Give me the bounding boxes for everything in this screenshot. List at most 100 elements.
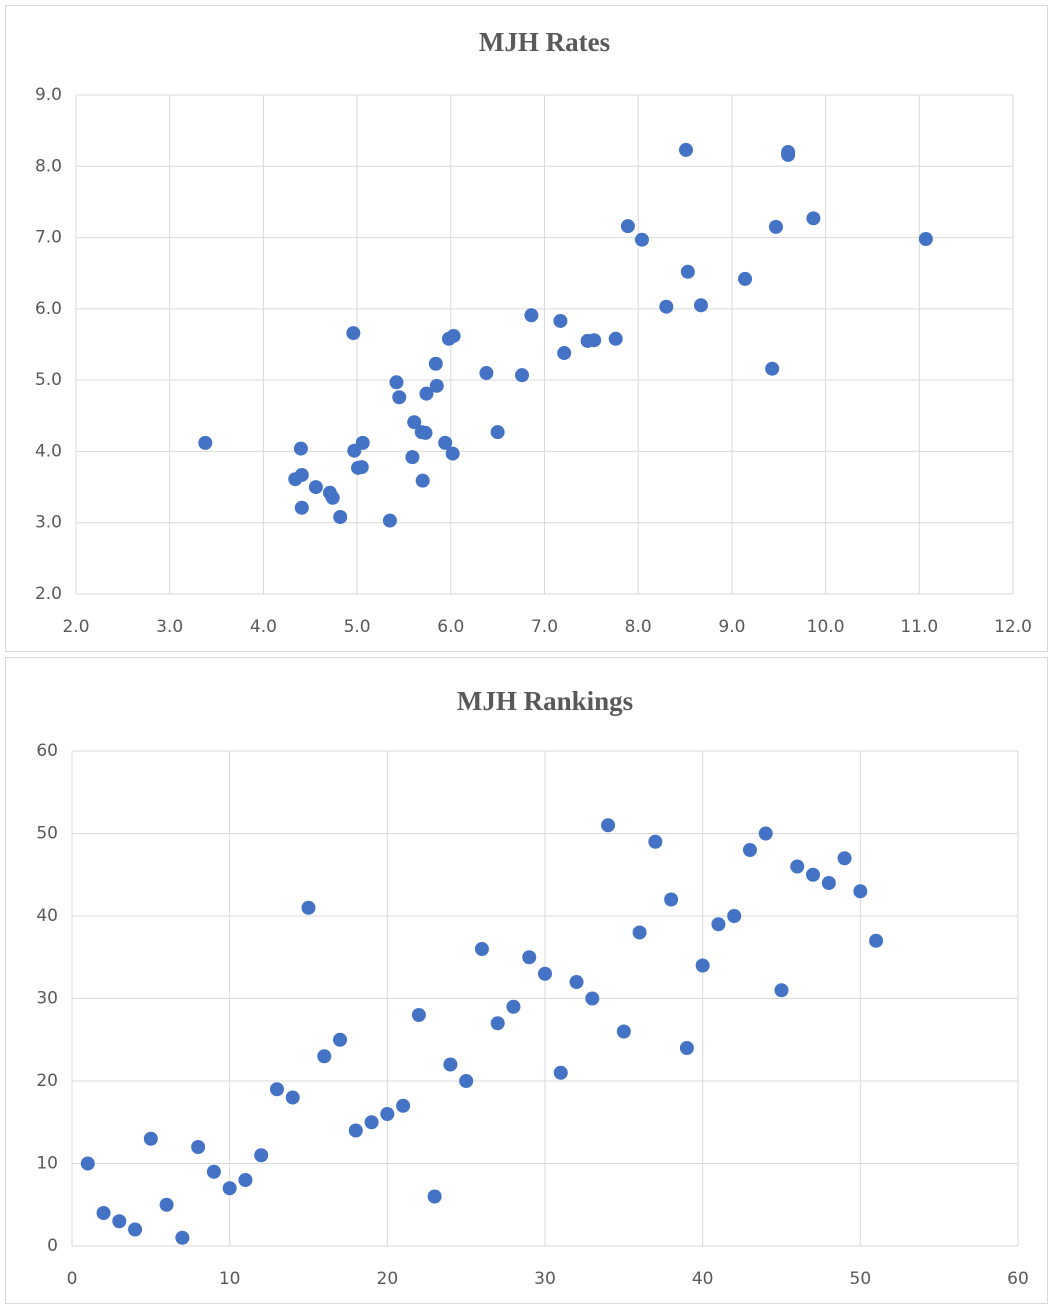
point: [317, 1049, 332, 1064]
y-tick-label: 2.0: [35, 584, 62, 604]
x-tick-label: 3.0: [156, 617, 183, 637]
point: [479, 366, 494, 381]
point: [411, 1008, 426, 1022]
point: [616, 1024, 631, 1039]
point: [392, 390, 407, 405]
point: [382, 513, 397, 528]
point: [294, 467, 309, 482]
point: [443, 1057, 458, 1072]
point: [285, 1090, 300, 1105]
point: [678, 142, 693, 157]
x-tick-label: 30: [534, 1269, 556, 1289]
point: [348, 1123, 363, 1138]
point: [429, 378, 444, 393]
x-tick-label: 12.0: [994, 617, 1032, 637]
point: [490, 425, 505, 440]
point: [727, 909, 742, 923]
point: [364, 1115, 379, 1130]
point: [159, 1197, 174, 1212]
point: [765, 361, 780, 376]
point: [515, 368, 530, 383]
x-tick-label: 60: [1007, 1269, 1029, 1289]
point: [758, 826, 773, 841]
point: [608, 331, 623, 346]
point: [175, 1230, 190, 1245]
point: [407, 415, 422, 430]
point: [405, 450, 420, 465]
point: [143, 1131, 158, 1146]
point: [206, 1164, 221, 1179]
point: [380, 1107, 395, 1121]
point: [680, 264, 695, 279]
point: [308, 480, 323, 495]
y-tick-label: 50: [36, 824, 58, 844]
point: [693, 298, 708, 313]
y-tick-label: 6.0: [35, 299, 62, 319]
point: [632, 925, 647, 940]
point: [664, 892, 679, 907]
point: [80, 1156, 95, 1171]
point: [325, 490, 340, 505]
point: [198, 435, 213, 450]
point: [301, 900, 316, 915]
x-tick-label: 0: [67, 1269, 78, 1289]
point: [355, 435, 370, 450]
point: [806, 867, 821, 882]
y-tick-label: 60: [36, 741, 58, 761]
point: [738, 271, 753, 286]
x-tick-label: 9.0: [718, 617, 745, 637]
point: [620, 219, 635, 234]
point: [557, 346, 572, 361]
point: [869, 933, 884, 948]
x-tick-label: 50: [850, 1269, 872, 1289]
point: [418, 425, 433, 440]
point: [419, 386, 434, 401]
x-tick-label: 2.0: [62, 617, 89, 637]
point: [446, 328, 461, 343]
point: [293, 441, 308, 456]
point: [428, 356, 443, 371]
x-tick-label: 4.0: [250, 617, 277, 637]
chart-frame: [5, 657, 1048, 1304]
point: [853, 884, 868, 899]
point: [128, 1222, 143, 1237]
point: [648, 834, 663, 849]
x-tick-label: 5.0: [344, 617, 371, 637]
point: [587, 333, 602, 348]
y-tick-label: 40: [36, 906, 58, 926]
point: [553, 1065, 568, 1080]
point: [585, 991, 600, 1006]
point: [333, 1032, 348, 1047]
y-tick-label: 5.0: [35, 370, 62, 390]
point: [806, 211, 821, 226]
point: [553, 313, 568, 328]
y-tick-label: 20: [36, 1071, 58, 1091]
point: [790, 859, 805, 874]
point: [389, 375, 404, 390]
point: [679, 1041, 694, 1055]
point: [634, 232, 649, 247]
x-tick-label: 11.0: [900, 617, 938, 637]
point: [659, 299, 674, 314]
point: [918, 231, 933, 246]
y-tick-label: 10: [36, 1154, 58, 1174]
chart-frame: [5, 5, 1048, 652]
point: [191, 1140, 206, 1154]
point: [695, 958, 710, 973]
point: [459, 1074, 474, 1088]
x-tick-label: 8.0: [625, 617, 652, 637]
point: [781, 147, 796, 162]
y-tick-label: 3.0: [35, 513, 62, 533]
point: [524, 308, 539, 323]
point: [821, 876, 836, 890]
x-tick-label: 40: [692, 1269, 714, 1289]
point: [96, 1206, 111, 1220]
point: [768, 219, 783, 234]
y-tick-label: 7.0: [35, 228, 62, 248]
point: [333, 510, 348, 525]
y-tick-label: 0: [47, 1236, 58, 1256]
point: [346, 326, 361, 341]
point: [522, 950, 537, 965]
point: [238, 1173, 253, 1187]
